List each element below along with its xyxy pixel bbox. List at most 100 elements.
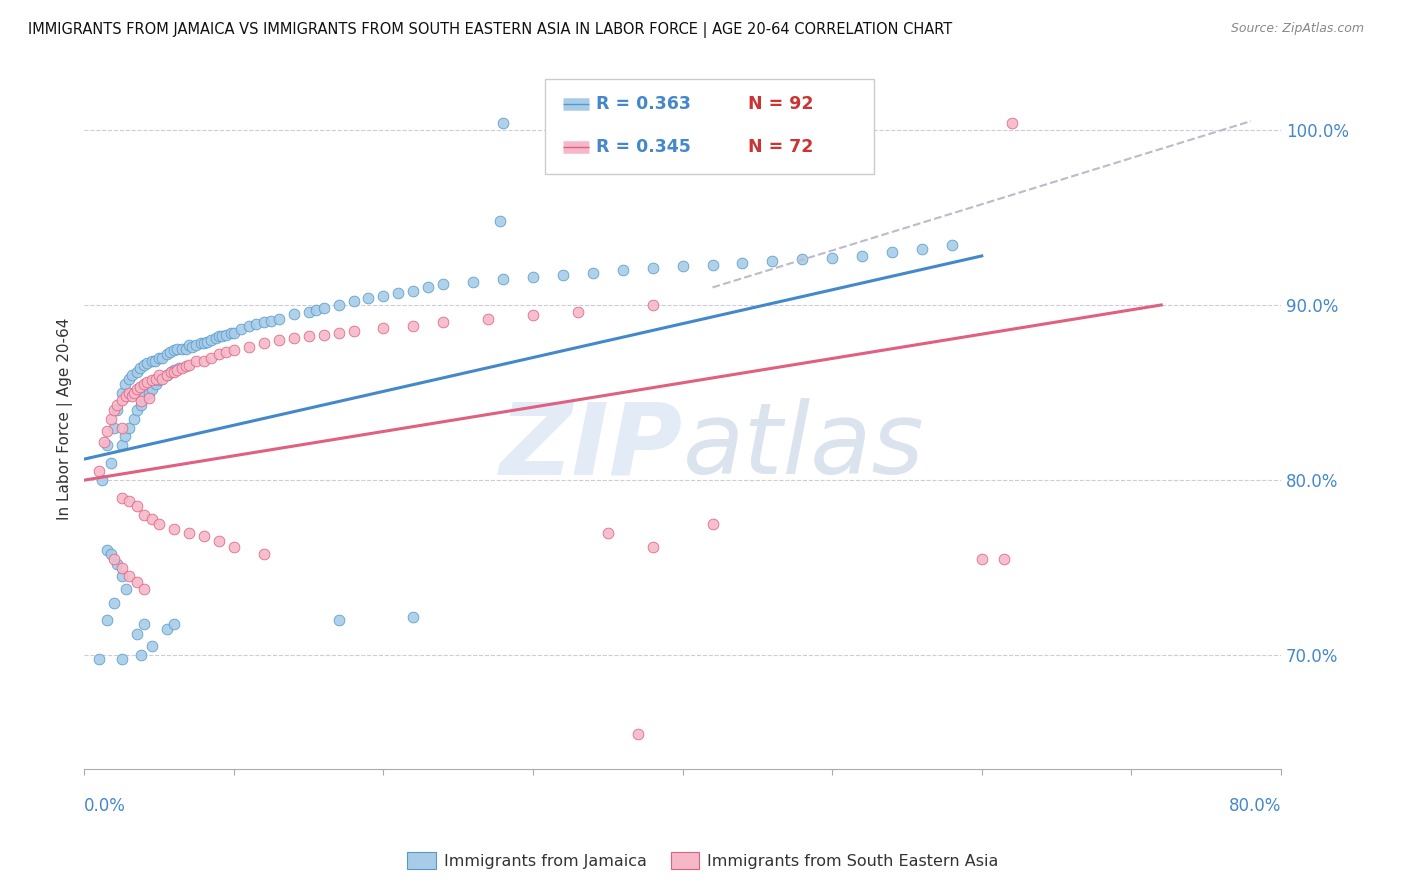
Point (96, 438, 118, 452)
Point (163, 343, 186, 358)
Point (100, 456, 122, 470)
Point (328, 298, 350, 312)
Point (103, 596, 125, 610)
Point (186, 338, 208, 352)
Point (148, 373, 170, 387)
Point (160, 364, 183, 378)
Point (111, 385, 134, 400)
Point (111, 652, 134, 666)
Point (134, 616, 156, 631)
Point (702, 258, 724, 272)
Point (125, 364, 148, 378)
Point (880, 245, 903, 260)
Point (298, 329, 321, 343)
Point (641, 298, 664, 312)
Point (134, 376, 156, 391)
Point (492, 116, 515, 130)
Text: atlas: atlas (683, 399, 924, 495)
Point (122, 385, 145, 400)
Point (148, 368, 170, 382)
Point (177, 338, 200, 352)
Point (1001, 116, 1024, 130)
Point (143, 354, 166, 368)
Point (200, 351, 222, 365)
Point (136, 375, 159, 389)
Point (402, 609, 425, 624)
Point (193, 354, 215, 368)
Point (181, 340, 204, 354)
Point (551, 268, 574, 283)
Point (163, 363, 186, 377)
Point (402, 284, 425, 298)
Point (174, 359, 197, 374)
Point (195, 334, 218, 349)
Point (672, 260, 695, 274)
Point (141, 354, 163, 368)
FancyBboxPatch shape (546, 79, 875, 174)
Point (93, 434, 115, 449)
Point (105, 398, 128, 412)
Point (150, 351, 173, 365)
Point (111, 392, 134, 407)
Text: R = 0.345: R = 0.345 (596, 138, 692, 156)
Point (111, 420, 134, 434)
Point (186, 354, 208, 368)
Point (432, 277, 454, 291)
Point (96, 543, 118, 558)
Point (567, 305, 589, 319)
Point (163, 522, 186, 536)
Point (489, 214, 512, 228)
Point (342, 294, 364, 309)
Point (238, 340, 260, 354)
Point (222, 343, 245, 358)
Point (141, 511, 163, 525)
Point (993, 552, 1015, 566)
Point (125, 627, 148, 641)
Legend: Immigrants from Jamaica, Immigrants from South Eastern Asia: Immigrants from Jamaica, Immigrants from… (401, 846, 1005, 875)
Point (222, 326, 245, 340)
Point (89, 464, 111, 478)
Point (111, 569, 134, 583)
Point (100, 547, 122, 561)
Point (134, 358, 156, 372)
Point (193, 529, 215, 543)
Point (312, 301, 335, 316)
Point (253, 316, 276, 330)
Point (118, 385, 141, 400)
Point (911, 242, 934, 256)
Point (114, 429, 136, 443)
Point (118, 494, 141, 508)
Text: Source: ZipAtlas.com: Source: ZipAtlas.com (1230, 22, 1364, 36)
Point (267, 333, 290, 347)
Text: R = 0.363: R = 0.363 (596, 95, 692, 112)
Point (145, 371, 167, 385)
Point (159, 345, 181, 359)
Point (208, 347, 231, 361)
Point (283, 331, 305, 345)
Point (432, 316, 454, 330)
Point (851, 249, 873, 263)
Point (105, 403, 128, 417)
Point (215, 327, 238, 342)
Point (166, 342, 188, 356)
Point (582, 267, 605, 281)
Point (941, 238, 963, 252)
Point (118, 371, 141, 385)
Point (155, 347, 177, 361)
Point (155, 368, 177, 382)
Point (627, 727, 650, 741)
Point (357, 291, 380, 305)
Point (477, 312, 499, 326)
Point (145, 376, 167, 391)
Point (418, 280, 440, 294)
Point (128, 361, 150, 376)
Point (170, 361, 193, 376)
Point (200, 333, 222, 347)
Point (522, 269, 544, 284)
Point (129, 394, 152, 409)
Point (219, 326, 242, 340)
Point (105, 557, 128, 571)
Text: N = 92: N = 92 (748, 95, 814, 112)
Point (91, 473, 114, 487)
Point (193, 336, 215, 351)
